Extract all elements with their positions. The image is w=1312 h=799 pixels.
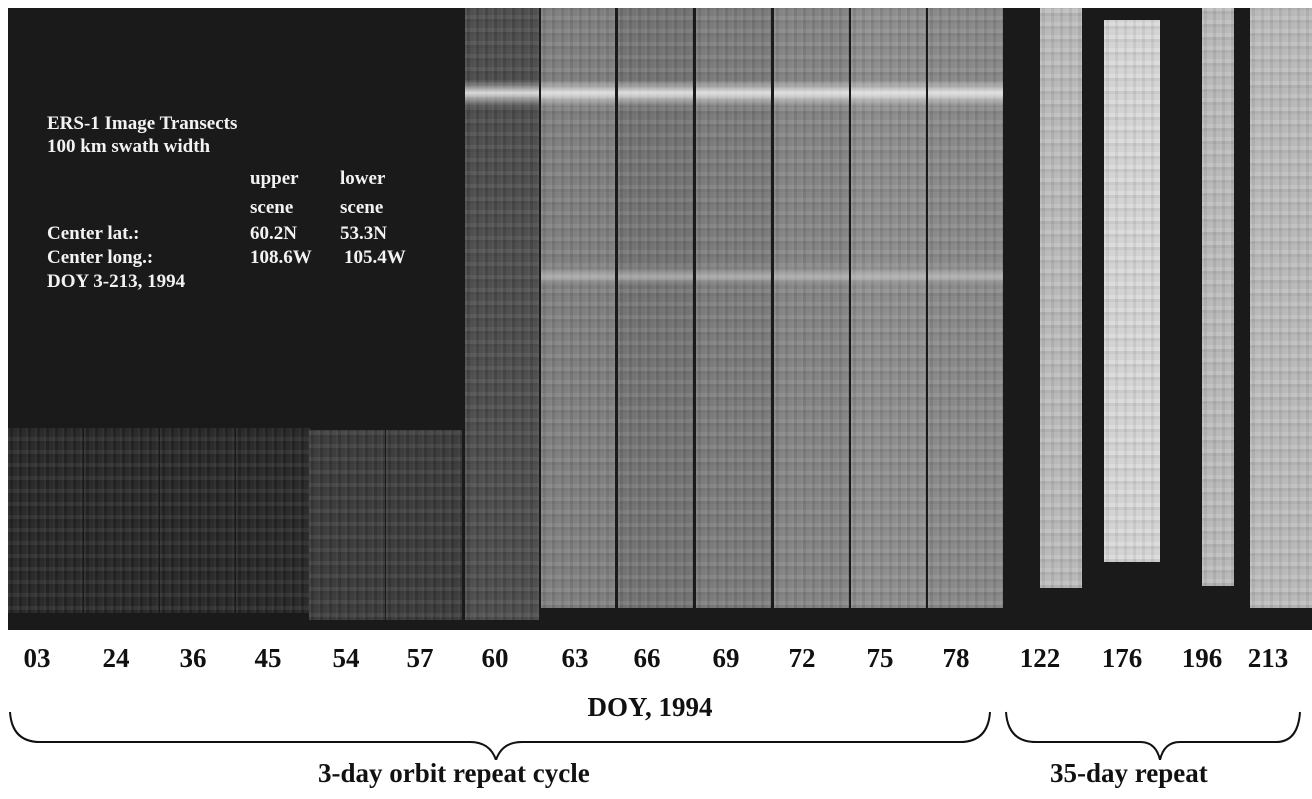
- image-strip-122: [1040, 8, 1082, 588]
- info-title: ERS-1 Image Transects: [47, 113, 238, 134]
- doy-label-75: 75: [866, 643, 894, 673]
- doy-label-36: 36: [179, 643, 207, 673]
- doy-label-60: 60: [481, 643, 509, 673]
- doy-label-122: 122: [1019, 643, 1061, 673]
- image-strip-24: [84, 428, 159, 613]
- lower-col-header-1: lower: [340, 168, 386, 189]
- doy-label-24: 24: [102, 643, 130, 673]
- doy-label-213: 213: [1247, 643, 1289, 673]
- image-strip-69: [696, 8, 771, 608]
- image-strip-63: [541, 8, 615, 608]
- image-strip-03: [8, 428, 83, 613]
- doy-label-45: 45: [254, 643, 282, 673]
- lat-label: Center lat.:: [47, 223, 140, 244]
- doy-label-03: 03: [23, 643, 51, 673]
- doy-label-176: 176: [1101, 643, 1143, 673]
- image-strip-213: [1250, 8, 1312, 608]
- image-strip-72: [774, 8, 849, 608]
- lower-col-header-2: scene: [340, 197, 384, 218]
- bracket-label-35-day: 35-day repeat: [1050, 758, 1208, 788]
- doy-label-196: 196: [1181, 643, 1223, 673]
- long-label: Center long.:: [47, 247, 154, 268]
- image-strip-57: [386, 430, 462, 620]
- doy-label-63: 63: [561, 643, 589, 673]
- sar-image-mosaic: [8, 8, 1312, 630]
- axis-title: DOY, 1994: [587, 692, 713, 722]
- doy-label-72: 72: [788, 643, 816, 673]
- image-strip-45: [236, 428, 311, 613]
- long-lower: 105.4W: [344, 247, 406, 268]
- bracket-label-3-day: 3-day orbit repeat cycle: [318, 758, 590, 788]
- right-brace: [1005, 711, 1301, 760]
- upper-col-header-2: scene: [250, 197, 294, 218]
- doy-range: DOY 3-213, 1994: [47, 271, 186, 292]
- image-strip-60: [465, 8, 539, 620]
- image-strip-66: [618, 8, 693, 608]
- lat-lower: 53.3N: [340, 223, 387, 244]
- lat-upper: 60.2N: [250, 223, 297, 244]
- info-subtitle: 100 km swath width: [47, 136, 211, 157]
- upper-col-header-1: upper: [250, 168, 299, 189]
- doy-label-57: 57: [406, 643, 434, 673]
- image-strip-54: [309, 430, 385, 620]
- image-strip-75: [851, 8, 926, 608]
- image-strip-176: [1104, 20, 1160, 562]
- image-strip-36: [160, 428, 235, 613]
- doy-label-78: 78: [942, 643, 970, 673]
- doy-label-54: 54: [332, 643, 360, 673]
- long-upper: 108.6W: [250, 247, 312, 268]
- image-strip-196: [1202, 8, 1234, 586]
- image-strip-78: [928, 8, 1003, 608]
- doy-label-66: 66: [633, 643, 661, 673]
- left-brace: [9, 711, 991, 760]
- doy-label-69: 69: [712, 643, 740, 673]
- brackets: [9, 711, 1301, 760]
